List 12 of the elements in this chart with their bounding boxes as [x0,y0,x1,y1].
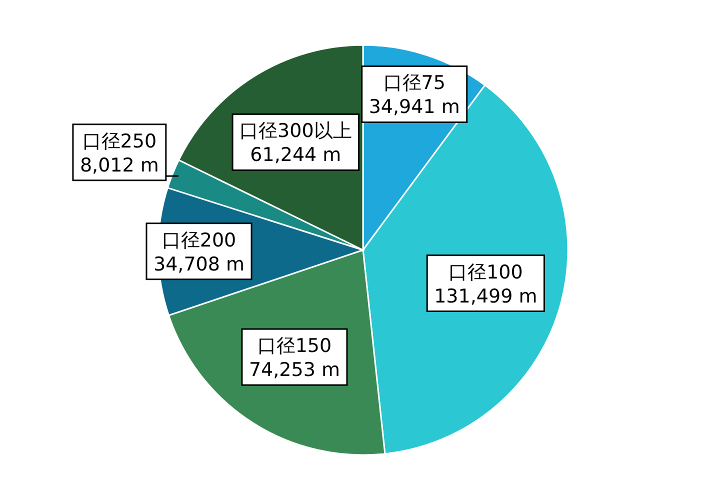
slice-label: 口径75 [383,72,446,94]
slice-label: 口径150 [257,335,332,358]
slice-label: 口径250 [82,130,157,152]
data-label: 34,708 m [153,253,245,276]
slice-label: 口径300以上 [240,120,352,142]
data-label: 74,253 m [248,359,340,382]
data-label: 34,941 m [368,96,460,118]
slice-label: 口径200 [162,229,236,252]
slice-label: 口径100 [448,261,523,284]
data-label: 61,244 m [250,144,342,166]
data-label: 8,012 m [80,154,159,176]
data-label: 131,499 m [434,285,538,308]
